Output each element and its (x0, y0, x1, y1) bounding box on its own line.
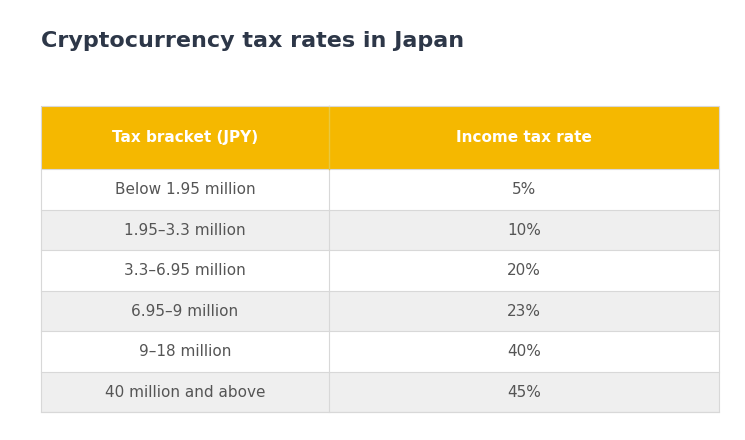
Text: 23%: 23% (507, 304, 541, 319)
Text: 9–18 million: 9–18 million (139, 344, 231, 359)
Text: 10%: 10% (507, 223, 541, 238)
Text: 6.95–9 million: 6.95–9 million (131, 304, 238, 319)
Text: 40%: 40% (507, 344, 541, 359)
Text: 40 million and above: 40 million and above (105, 385, 265, 400)
Text: 20%: 20% (507, 263, 541, 278)
Text: Cryptocurrency tax rates in Japan: Cryptocurrency tax rates in Japan (41, 31, 464, 51)
Text: 45%: 45% (507, 385, 541, 400)
Text: Below 1.95 million: Below 1.95 million (115, 182, 256, 197)
Text: Income tax rate: Income tax rate (456, 130, 592, 145)
Text: Tax bracket (JPY): Tax bracket (JPY) (112, 130, 258, 145)
Text: 1.95–3.3 million: 1.95–3.3 million (124, 223, 246, 238)
Text: 5%: 5% (512, 182, 536, 197)
Text: 3.3–6.95 million: 3.3–6.95 million (124, 263, 246, 278)
